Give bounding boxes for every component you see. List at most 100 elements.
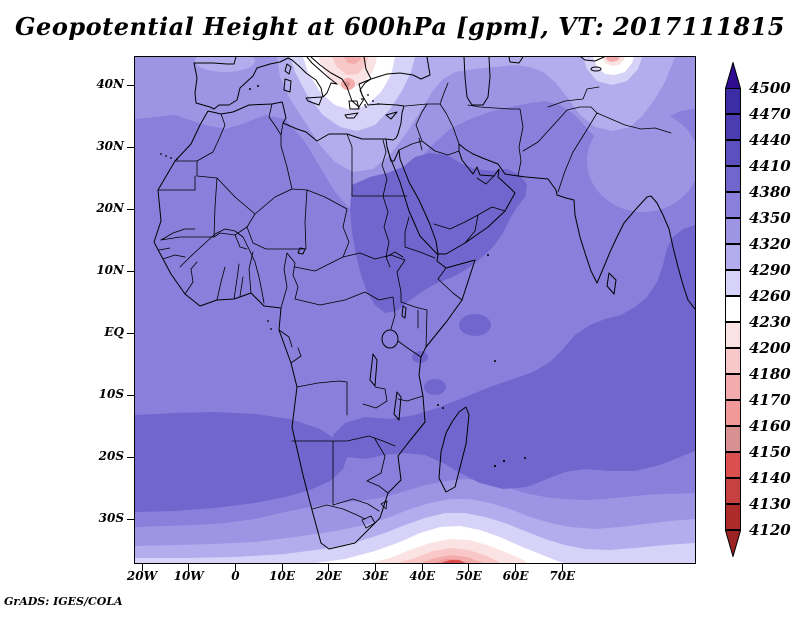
lake-issyk-kul [590,66,602,72]
lat-tick [127,84,134,86]
levant-turkey-coast [358,57,431,141]
colorbar-segment [725,478,741,504]
colorbar-tick-label: 4350 [749,209,791,227]
colorbar-segment [725,140,741,166]
colorbar-tick-label: 4200 [749,339,791,357]
lake-victoria [381,329,399,349]
colorbar-segment [725,270,741,296]
lon-tick-label: 40E [409,569,436,583]
lat-tick [127,518,134,520]
lat-tick [127,394,134,396]
sri-lanka [606,272,617,295]
lon-tick [375,564,376,571]
colorbar-segment [725,504,741,530]
colorbar-segment [725,426,741,452]
colorbar-tick-label: 4160 [749,417,791,435]
lon-tick-label: 70E [549,569,576,583]
colorbar-tick-label: 4260 [749,287,791,305]
colorbar-tick-label: 4230 [749,313,791,331]
sinai-arabia-coast [386,143,516,255]
lon-tick [141,564,143,571]
colorbar-tick-label: 4380 [749,183,791,201]
colorbar-segment [725,88,741,114]
italy-coast [287,57,338,98]
colorbar-segment [725,244,741,270]
grads-credit: GrADS: IGES/COLA [4,595,123,608]
colorbar-segment [725,114,741,140]
lon-tick-label: 10W [173,569,204,583]
lon-tick [234,564,236,571]
india-coast [547,178,695,310]
corsica [284,63,292,75]
crete [344,112,359,119]
colorbar-tick-label: 4320 [749,235,791,253]
colorbar-tick-label: 4130 [749,495,791,513]
madagascar [438,406,470,493]
chart-title: Geopotential Height at 600hPa [gpm], VT:… [15,12,785,41]
borders-layer [157,82,672,529]
lat-tick-label: 30S [98,511,124,525]
colorbar-tick-label: 4290 [749,261,791,279]
lon-tick [561,564,563,571]
aral-sea [508,57,524,64]
colorbar-segment [725,218,741,244]
lon-tick [468,564,470,571]
lat-tick [127,208,134,210]
blacksea-west-coast [363,57,372,80]
colorbar-tick-label: 4140 [749,469,791,487]
lat-tick [127,332,134,334]
lat-tick-label: 30N [96,139,124,153]
map-plot-area [134,56,696,564]
lon-tick [421,564,423,571]
lat-tick [127,146,134,148]
lon-tick-label: 50E [455,569,482,583]
lat-tick-label: 20S [98,449,124,463]
contour-fill-layer [135,57,695,563]
map-canvas [135,57,695,563]
lat-tick-label: 40N [96,77,124,91]
colorbar-segment [725,348,741,374]
colorbar-tick-label: 4120 [749,521,791,539]
colorbar-bottom-arrow [724,530,742,559]
lon-tick [515,564,517,571]
colorbar-segment [725,322,741,348]
lat-tick [127,270,134,272]
lon-tick-label: 30E [362,569,389,583]
iberia-france-coast [193,57,289,110]
lake-malawi [393,391,402,421]
lon-tick-label: 0 [231,569,240,583]
sicily [305,96,323,106]
lat-tick-label: 10N [96,263,124,277]
lon-tick-label: 20W [126,569,158,583]
colorbar-segment [725,192,741,218]
colorbar-segment [725,400,741,426]
colorbar-tick-label: 4180 [749,365,791,383]
rivers [160,139,404,520]
peloponnese [348,100,360,110]
lon-tick-label: 60E [502,569,529,583]
lon-tick-label: 20E [315,569,342,583]
colorbar-segment [725,296,741,322]
caspian-sea [463,57,491,106]
lon-tick [281,564,283,571]
colorbar-segment [725,166,741,192]
cyprus [385,111,398,120]
lake-tanganyika [369,353,378,387]
colorbar-segment [725,452,741,478]
lake-turkana [401,305,407,319]
colorbar-tick-label: 4470 [749,105,791,123]
colorbar-tick-label: 4150 [749,443,791,461]
colorbar-tick-label: 4170 [749,391,791,409]
lon-tick-label: 10E [269,569,296,583]
lat-tick-label: 10S [98,387,124,401]
lat-tick-label: 20N [96,201,124,215]
lake-balkhash [580,57,605,62]
lat-tick-label: EQ [104,325,124,339]
colorbar-segment [725,374,741,400]
colorbar-tick-label: 4410 [749,157,791,175]
colorbar-top-arrow [724,60,742,89]
country-borders [157,82,672,529]
colorbar-tick-label: 4440 [749,131,791,149]
colorbar-tick-label: 4500 [749,79,791,97]
